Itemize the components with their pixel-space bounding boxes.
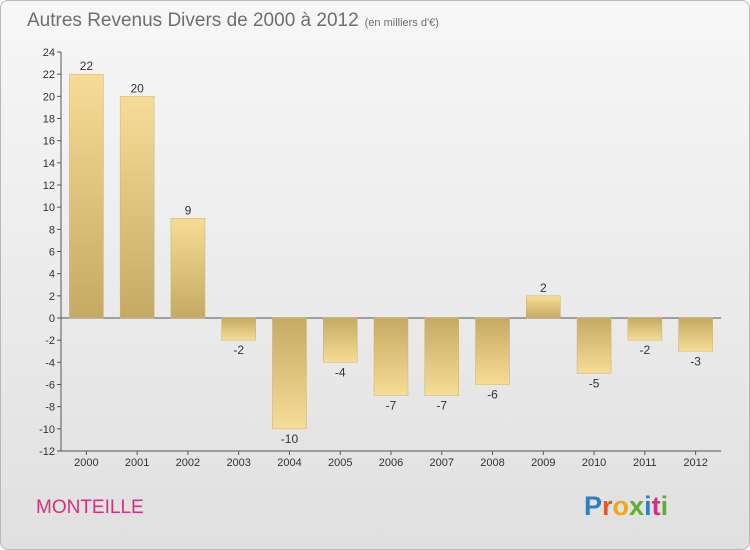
y-tick-label: 22 bbox=[43, 69, 55, 81]
bar-2001 bbox=[119, 96, 155, 319]
bar-2008 bbox=[475, 317, 510, 385]
x-tick-label: 2011 bbox=[633, 457, 657, 469]
data-label-2011: -2 bbox=[640, 343, 651, 357]
y-tick-label: -12 bbox=[39, 446, 55, 458]
x-tick-label: 2008 bbox=[480, 457, 504, 469]
x-tick-label: 2003 bbox=[226, 457, 250, 469]
chart-title-block: Autres Revenus Divers de 2000 à 2012 (en … bbox=[27, 10, 439, 32]
x-tick-label: 2000 bbox=[74, 457, 98, 469]
y-tick-label: 4 bbox=[49, 269, 55, 281]
data-labels: 22 20 9 -2 -10 -4 -7 -7 -6 2 -5 -2 -3 bbox=[80, 59, 702, 446]
y-tick-label: 6 bbox=[49, 247, 55, 259]
y-tick-label: -8 bbox=[45, 402, 55, 414]
bar-2006 bbox=[373, 317, 409, 396]
y-tick-label: -6 bbox=[45, 380, 55, 392]
data-label-2006: -7 bbox=[386, 399, 397, 413]
x-tick-label: 2001 bbox=[125, 457, 149, 469]
bars bbox=[69, 73, 713, 430]
logo-letter: t bbox=[651, 491, 661, 521]
y-tick-label: 8 bbox=[49, 224, 55, 236]
bar-2012 bbox=[678, 317, 713, 352]
town-name: MONTEILLE bbox=[36, 497, 144, 518]
x-tick-label: 2009 bbox=[531, 457, 555, 469]
logo-letter: i bbox=[660, 491, 669, 521]
data-label-2004: -10 bbox=[281, 432, 299, 446]
x-tick-label: 2007 bbox=[430, 457, 454, 469]
bar-2003 bbox=[221, 317, 256, 341]
data-label-2002: 9 bbox=[185, 203, 192, 217]
logo-letter: x bbox=[629, 491, 645, 521]
x-tick-label: 2004 bbox=[277, 457, 301, 469]
y-tick-label: 2 bbox=[49, 291, 55, 303]
y-tick-label: 18 bbox=[43, 114, 55, 126]
bar-2004 bbox=[272, 317, 307, 430]
data-label-2008: -6 bbox=[487, 388, 498, 402]
bar-2009 bbox=[526, 295, 561, 319]
x-tick-label: 2002 bbox=[176, 457, 200, 469]
bar-2000 bbox=[69, 73, 104, 319]
data-label-2007: -7 bbox=[436, 399, 447, 413]
bar-2007 bbox=[424, 317, 460, 396]
chart-title: Autres Revenus Divers de 2000 à 2012 bbox=[27, 10, 359, 31]
y-tick-label: 20 bbox=[43, 91, 55, 103]
data-label-2009: 2 bbox=[540, 281, 547, 295]
y-tick-label: 0 bbox=[49, 313, 55, 325]
logo-letter: i bbox=[644, 491, 652, 521]
y-tick-label: -2 bbox=[45, 335, 55, 347]
y-tick-label: 14 bbox=[43, 158, 55, 170]
y-tick-label: 16 bbox=[43, 136, 55, 148]
bar-2002 bbox=[170, 218, 206, 319]
logo-letter: o bbox=[612, 491, 630, 521]
chart-unit: (en milliers d'€) bbox=[364, 17, 439, 29]
proxiti-logo: Proxiti bbox=[584, 491, 668, 522]
data-label-2010: -5 bbox=[589, 376, 600, 390]
data-label-2000: 22 bbox=[80, 59, 94, 73]
data-label-2003: -2 bbox=[233, 343, 244, 357]
bar-2005 bbox=[322, 317, 358, 363]
logo-letter: r bbox=[602, 491, 613, 521]
x-tick-label: 2012 bbox=[683, 457, 707, 469]
y-tick-label: 10 bbox=[43, 202, 55, 214]
y-tick-label: -4 bbox=[45, 357, 55, 369]
data-label-2005: -4 bbox=[335, 365, 346, 379]
y-tick-label: -10 bbox=[39, 424, 55, 436]
bar-2011 bbox=[627, 317, 663, 341]
logo-letter: P bbox=[584, 491, 603, 521]
x-tick-label: 2010 bbox=[582, 457, 606, 469]
data-label-2012: -3 bbox=[690, 354, 701, 368]
data-label-2001: 20 bbox=[130, 81, 144, 95]
bar-2010 bbox=[576, 317, 612, 374]
y-tick-label: 24 bbox=[43, 47, 55, 59]
y-tick-label: 12 bbox=[43, 180, 55, 192]
x-tick-label: 2006 bbox=[379, 457, 403, 469]
x-tick-label: 2005 bbox=[328, 457, 352, 469]
